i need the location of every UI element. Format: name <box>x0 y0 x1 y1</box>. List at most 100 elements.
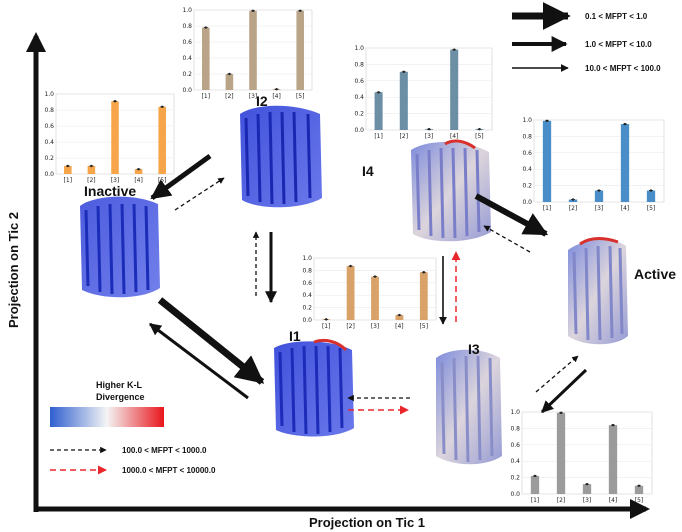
protein-inactive <box>80 196 160 298</box>
y-tick-label: 0.6 <box>354 78 364 85</box>
mfpt-legend-dashed: 100.0 < MFPT < 1000.0 1000.0 < MFPT < 10… <box>50 446 216 475</box>
arrow-active-to-i4-dashed <box>483 225 531 253</box>
error-mark <box>349 264 352 268</box>
x-tick-label: [1] <box>64 177 73 184</box>
x-tick-label: [5] <box>420 323 429 330</box>
bar <box>158 106 166 174</box>
bar <box>202 27 210 91</box>
y-tick-label: 0.0 <box>182 87 192 94</box>
x-tick-label: [4] <box>395 323 404 330</box>
error-mark <box>66 164 70 168</box>
state-label-active: Active <box>634 266 676 282</box>
state-label-i2: I2 <box>256 93 268 109</box>
y-tick-label: 0.4 <box>522 166 532 173</box>
y-tick-label: 0.8 <box>182 23 192 30</box>
x-tick-label: [3] <box>111 177 120 184</box>
error-mark <box>478 127 481 131</box>
x-tick-label: [1] <box>374 133 383 140</box>
state-label-i4: I4 <box>362 163 374 179</box>
y-tick-label: 0.4 <box>182 55 192 62</box>
protein-i2 <box>240 105 322 208</box>
error-mark <box>161 105 164 109</box>
bar <box>399 71 408 130</box>
y-tick-label: 0.8 <box>510 425 520 432</box>
y-axis-label: Projection on Tic 2 <box>6 212 21 328</box>
state-label-i3: I3 <box>468 341 480 357</box>
axes: Projection on Tic 1 Projection on Tic 2 <box>6 32 650 530</box>
x-tick-label: [5] <box>158 177 167 184</box>
bar <box>225 74 234 90</box>
x-tick-label: [5] <box>647 205 656 212</box>
x-tick-label: [1] <box>531 497 540 504</box>
error-mark <box>422 271 425 274</box>
mfpt-legend-solid: 0.1 < MFPT < 1.0 1.0 < MFPT < 10.0 10.0 … <box>512 2 661 73</box>
error-mark <box>204 26 207 29</box>
bar <box>556 412 566 494</box>
x-tick-label: [2] <box>557 497 566 504</box>
x-tick-label: [4] <box>609 497 618 504</box>
chart-frame <box>533 119 665 203</box>
bar <box>594 190 604 202</box>
x-tick-label: [2] <box>569 205 578 212</box>
error-mark <box>571 198 575 201</box>
bar <box>296 10 304 90</box>
arrow-i1-to-inactive <box>149 322 249 400</box>
y-tick-label: 0.2 <box>510 475 520 482</box>
arrow-i4-to-active <box>474 193 549 237</box>
x-tick-label: [1] <box>543 205 552 212</box>
legend-label-thin: 10.0 < MFPT < 100.0 <box>585 64 661 73</box>
x-tick-label: [3] <box>425 133 434 140</box>
error-mark <box>398 313 401 317</box>
y-tick-label: 0.6 <box>44 123 54 130</box>
bar <box>620 124 630 202</box>
error-mark <box>299 9 302 12</box>
x-tick-label: [5] <box>475 133 484 140</box>
x-tick-label: [2] <box>400 133 409 140</box>
protein-i4 <box>411 139 491 242</box>
y-tick-label: 0.8 <box>522 133 532 140</box>
error-mark <box>373 275 377 278</box>
error-mark <box>545 119 549 123</box>
bar <box>87 166 96 174</box>
legend-label-dashed-red: 1000.0 < MFPT < 10000.0 <box>122 466 216 475</box>
colorbar-label-line2: Divergence <box>96 392 145 402</box>
y-tick-label: 0.8 <box>302 267 312 274</box>
arrow-i3-to-active-dashed <box>535 355 579 393</box>
bar-chart-i2: 0.0 0.2 0.4 0.6 0.8 1.0 [1] [2] [3] [4] [5] <box>182 7 313 100</box>
bar-chart-inactive: 0.0 0.2 0.4 0.6 0.8 1.0 [1] [2] [3] [4] [5] <box>44 91 175 184</box>
y-tick-label: 0.2 <box>522 183 532 190</box>
colorbar-label-line1: Higher K-L <box>96 380 143 390</box>
bar <box>111 101 119 174</box>
arrow-inactive-to-i2-dashed <box>174 177 225 211</box>
bar <box>419 272 428 320</box>
y-tick-label: 0.8 <box>354 61 364 68</box>
y-tick-label: 0.0 <box>510 491 520 498</box>
error-mark <box>275 88 278 91</box>
bar <box>64 166 72 174</box>
bar-chart-i4: 0.0 0.2 0.4 0.6 0.8 1.0 [1] [2] [3] [4] [5] <box>354 45 493 140</box>
bar <box>450 49 459 130</box>
protein-i1 <box>274 338 354 437</box>
error-mark <box>585 482 589 486</box>
error-mark <box>611 423 615 427</box>
colorbar-gradient <box>50 407 164 427</box>
y-tick-label: 0.0 <box>354 127 364 134</box>
bar <box>530 475 540 494</box>
bar <box>582 484 592 494</box>
error-mark <box>649 189 653 192</box>
legend-label-thick: 0.1 < MFPT < 1.0 <box>585 12 648 21</box>
bar-chart-active: 0.0 0.2 0.4 0.6 0.8 1.0 [1] [2] [3] [4] [5] <box>522 117 665 212</box>
bar <box>374 92 383 130</box>
error-mark <box>137 168 140 171</box>
x-tick-label: [4] <box>450 133 459 140</box>
state-label-i1: I1 <box>289 328 301 344</box>
y-tick-label: 1.0 <box>44 91 54 98</box>
state-labels: Inactive I2 I4 Active I1 I3 <box>84 93 676 357</box>
y-tick-label: 0.2 <box>182 71 192 78</box>
y-tick-label: 1.0 <box>354 45 364 52</box>
x-tick-label: [4] <box>621 205 630 212</box>
x-axis-label: Projection on Tic 1 <box>309 515 425 530</box>
y-tick-label: 0.2 <box>44 155 54 162</box>
bar <box>346 266 355 320</box>
error-mark <box>559 411 563 415</box>
